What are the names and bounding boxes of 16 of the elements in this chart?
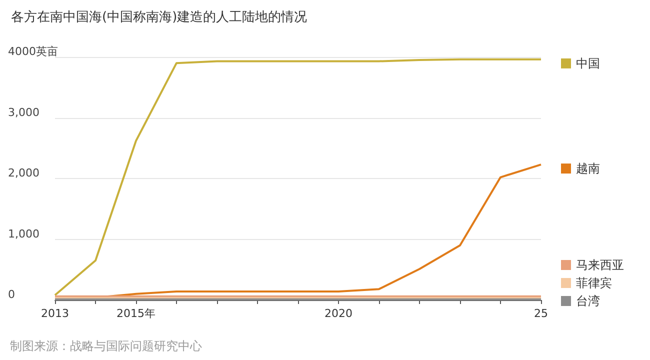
text: 制图来源：战略与国际问题研究中心 — [10, 339, 202, 353]
legend-label: 菲律宾 — [576, 276, 612, 290]
legend-label: 马来西亚 — [576, 258, 624, 272]
legend-label: 台湾 — [576, 294, 600, 308]
x-tick-label: 2015年 — [116, 307, 156, 320]
y-tick-label: 1,000 — [8, 227, 40, 240]
legend-label: 越南 — [576, 162, 600, 176]
y-tick-label: 0 — [8, 288, 15, 301]
y-tick-label: 4000英亩 — [8, 45, 58, 58]
y-tick-label: 3,000 — [8, 106, 40, 119]
chart-title: 各方在南中国海(中国称南海)建造的人工陆地的情况 — [11, 9, 308, 25]
x-tick-label: 2013 — [41, 307, 69, 320]
legend-label: 中国 — [576, 56, 600, 70]
y-tick-label: 2,000 — [8, 166, 40, 180]
x-tick-label: 2020 — [324, 307, 352, 320]
x-tick-label: 25 — [534, 307, 548, 320]
